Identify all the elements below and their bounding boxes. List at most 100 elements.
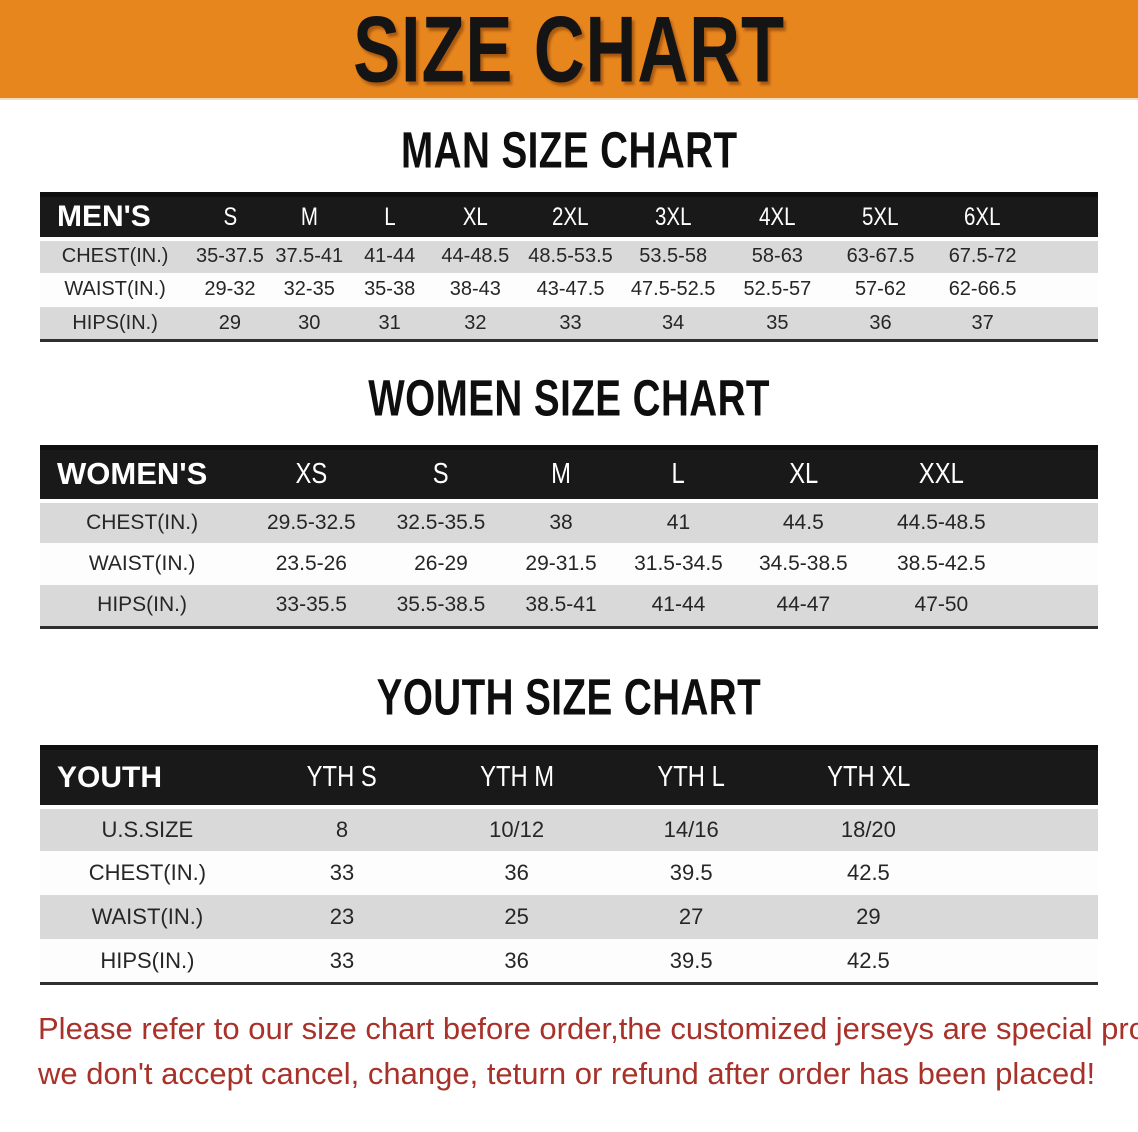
size-cell: 25 <box>429 895 604 940</box>
size-cell: 58-63 <box>725 238 830 273</box>
youth-chest-row: CHEST(IN.) 33 36 39.5 42.5 <box>40 851 1098 896</box>
size-cell: 57-62 <box>829 272 932 307</box>
row-label: HIPS(IN.) <box>40 585 245 628</box>
size-cell: 36 <box>829 306 932 341</box>
size-cell: 44.5 <box>738 501 869 544</box>
size-cell: 48.5-53.5 <box>520 238 621 273</box>
youth-header-filler <box>958 745 1098 810</box>
size-cell: 14/16 <box>603 807 779 852</box>
size-cell: 29 <box>190 306 270 341</box>
size-cell: 63-67.5 <box>829 238 932 273</box>
women-table-header-row: WOMEN'S XS S M L XL XXL <box>40 445 1098 504</box>
men-size-col-3xl: 3XL <box>620 193 726 241</box>
size-cell: 30 <box>269 306 349 341</box>
size-chart-banner: SIZE CHART <box>0 0 1138 100</box>
size-cell: 53.5-58 <box>620 238 726 273</box>
size-cell: 29.5-32.5 <box>244 501 379 544</box>
disclaimer-line-1: Please refer to our size chart before or… <box>38 1010 1138 1046</box>
women-size-col-l: L <box>618 445 739 504</box>
men-size-col-6xl: 6XL <box>931 193 1034 241</box>
size-cell: 35.5-38.5 <box>378 585 504 628</box>
disclaimer-line-2: we don't accept cancel, change, teturn o… <box>38 1055 1096 1091</box>
row-label: WAIST(IN.) <box>40 543 245 586</box>
men-size-col-4xl: 4XL <box>725 193 830 241</box>
youth-hips-row: HIPS(IN.) 33 36 39.5 42.5 <box>40 939 1098 984</box>
filler-cell <box>958 851 1098 896</box>
size-cell: 38 <box>503 501 619 544</box>
row-label: WAIST(IN.) <box>40 895 255 940</box>
size-cell: 18/20 <box>778 807 959 852</box>
size-cell: 38-43 <box>430 272 521 307</box>
men-size-col-s: S <box>190 193 270 241</box>
men-size-table: MEN'S S M L XL 2XL 3XL 4XL 5XL 6XL CHEST… <box>40 192 1098 343</box>
size-cell: 10/12 <box>429 807 604 852</box>
women-header-filler <box>1014 445 1098 504</box>
size-cell: 32 <box>430 306 521 341</box>
filler-cell <box>1033 272 1098 307</box>
size-cell: 44-47 <box>738 585 869 628</box>
women-size-col-xl: XL <box>738 445 869 504</box>
size-cell: 42.5 <box>778 939 959 984</box>
youth-ussize-row: U.S.SIZE 8 10/12 14/16 18/20 <box>40 807 1098 852</box>
men-header-filler <box>1033 193 1098 241</box>
men-size-col-l: L <box>348 193 431 241</box>
size-cell: 23.5-26 <box>244 543 379 586</box>
size-cell: 44.5-48.5 <box>868 501 1015 544</box>
size-cell: 37.5-41 <box>269 238 349 273</box>
size-cell: 8 <box>254 807 430 852</box>
women-size-col-m: M <box>503 445 619 504</box>
youth-size-col-l: YTH L <box>603 745 779 810</box>
size-cell: 35 <box>725 306 830 341</box>
men-chest-row: CHEST(IN.) 35-37.5 37.5-41 41-44 44-48.5… <box>40 238 1098 273</box>
size-cell: 39.5 <box>603 851 779 896</box>
men-section-title-text: MAN SIZE CHART <box>400 121 738 179</box>
size-cell: 44-48.5 <box>430 238 521 273</box>
row-label: HIPS(IN.) <box>40 939 255 984</box>
youth-section-title: YOUTH SIZE CHART <box>0 670 1138 723</box>
size-cell: 43-47.5 <box>520 272 621 307</box>
women-waist-row: WAIST(IN.) 23.5-26 26-29 29-31.5 31.5-34… <box>40 543 1098 586</box>
women-chest-row: CHEST(IN.) 29.5-32.5 32.5-35.5 38 41 44.… <box>40 501 1098 544</box>
row-label: CHEST(IN.) <box>40 851 255 896</box>
filler-cell <box>958 807 1098 852</box>
row-label: CHEST(IN.) <box>40 238 191 273</box>
size-cell: 31.5-34.5 <box>618 543 739 586</box>
men-waist-row: WAIST(IN.) 29-32 32-35 35-38 38-43 43-47… <box>40 272 1098 307</box>
size-cell: 26-29 <box>378 543 504 586</box>
order-disclaimer: Please refer to our size chart before or… <box>38 1007 1138 1096</box>
row-label: HIPS(IN.) <box>40 306 191 341</box>
women-section-title: WOMEN SIZE CHART <box>0 372 1138 425</box>
size-cell: 37 <box>931 306 1034 341</box>
size-cell: 34.5-38.5 <box>738 543 869 586</box>
women-size-table: WOMEN'S XS S M L XL XXL CHEST(IN.) 29.5-… <box>40 444 1098 629</box>
filler-cell <box>1033 306 1098 341</box>
size-cell: 27 <box>603 895 779 940</box>
size-cell: 42.5 <box>778 851 959 896</box>
men-size-col-5xl: 5XL <box>829 193 932 241</box>
filler-cell <box>1014 501 1098 544</box>
men-hips-row: HIPS(IN.) 29 30 31 32 33 34 35 36 37 <box>40 306 1098 341</box>
men-table-header-row: MEN'S S M L XL 2XL 3XL 4XL 5XL 6XL <box>40 193 1098 241</box>
size-cell: 35-37.5 <box>190 238 270 273</box>
row-label: U.S.SIZE <box>40 807 255 852</box>
women-size-col-xxl: XXL <box>868 445 1015 504</box>
size-cell: 32.5-35.5 <box>378 501 504 544</box>
size-cell: 52.5-57 <box>725 272 830 307</box>
youth-size-col-s: YTH S <box>254 745 430 810</box>
size-cell: 33-35.5 <box>244 585 379 628</box>
size-cell: 41 <box>618 501 739 544</box>
size-cell: 31 <box>348 306 431 341</box>
size-cell: 29-32 <box>190 272 270 307</box>
size-cell: 41-44 <box>618 585 739 628</box>
size-cell: 33 <box>254 939 430 984</box>
size-cell: 32-35 <box>269 272 349 307</box>
size-cell: 41-44 <box>348 238 431 273</box>
filler-cell <box>958 895 1098 940</box>
size-cell: 29 <box>778 895 959 940</box>
size-cell: 34 <box>620 306 726 341</box>
youth-size-col-m: YTH M <box>429 745 604 810</box>
banner-title: SIZE CHART <box>353 0 785 102</box>
men-table-group-label: MEN'S <box>40 193 191 241</box>
filler-cell <box>1014 543 1098 586</box>
